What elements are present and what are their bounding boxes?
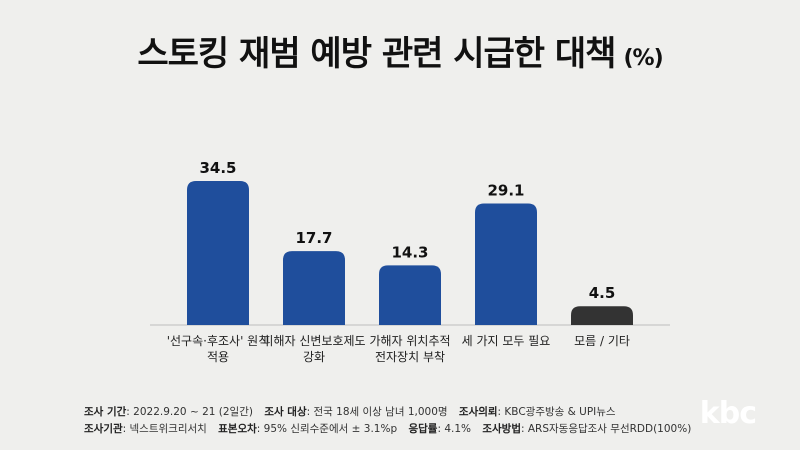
category-label: 적용 xyxy=(207,350,229,364)
category-label: 전자장치 부착 xyxy=(375,350,445,364)
data-label: 4.5 xyxy=(589,284,616,302)
footnote-item: 표본오차: 95% 신뢰수준에서 ± 3.1%p xyxy=(218,423,397,435)
footnote-item: 조사방법: ARS자동응답조사 무선RDD(100%) xyxy=(482,423,691,435)
footnote-item: 조사의뢰: KBC광주방송 & UPI뉴스 xyxy=(459,406,616,418)
bar xyxy=(187,181,249,325)
bar xyxy=(571,306,633,325)
data-label: 34.5 xyxy=(199,159,236,177)
footnote-item: 조사기관: 넥스트위크리서치 xyxy=(84,423,207,435)
chart-title: 스토킹 재범 예방 관련 시급한 대책 (%) xyxy=(0,26,800,75)
chart-unit: (%) xyxy=(623,46,663,71)
category-label: 모름 / 기타 xyxy=(574,334,630,348)
chart-title-text: 스토킹 재범 예방 관련 시급한 대책 xyxy=(137,34,616,74)
footnote-value: : 넥스트위크리서치 xyxy=(122,423,207,435)
survey-footnote: 조사 기간: 2022.9.20 ~ 21 (2일간) 조사 대상: 전국 18… xyxy=(84,404,699,438)
footnote-label: 조사의뢰 xyxy=(458,406,498,418)
footnote-value: : 95% 신뢰수준에서 ± 3.1%p xyxy=(256,423,398,435)
bar xyxy=(379,265,441,325)
footnote-item: 조사 대상: 전국 18세 이상 남녀 1,000명 xyxy=(264,406,447,418)
kbc-logo: kbc xyxy=(699,396,757,431)
footnote-item: 응답률: 4.1% xyxy=(408,423,471,435)
bar xyxy=(475,203,537,325)
category-label: 피해자 신변보호제도 xyxy=(262,334,365,348)
footnote-value: : KBC광주방송 & UPI뉴스 xyxy=(497,406,616,418)
footnote-row-1: 조사 기간: 2022.9.20 ~ 21 (2일간) 조사 대상: 전국 18… xyxy=(84,404,699,421)
category-label: 강화 xyxy=(303,350,325,364)
footnote-label: 표본오차 xyxy=(218,423,257,435)
footnote-label: 조사 대상 xyxy=(264,406,307,418)
data-label: 17.7 xyxy=(295,229,332,247)
bar xyxy=(283,251,345,325)
data-label: 14.3 xyxy=(391,243,428,261)
footnote-label: 조사방법 xyxy=(482,423,521,435)
footnote-value: : 전국 18세 이상 남녀 1,000명 xyxy=(306,406,448,418)
category-label: '선구속·후조사' 원칙 xyxy=(167,334,270,348)
footnote-value: : 4.1% xyxy=(437,423,471,435)
category-label: 가해자 위치추적 xyxy=(369,334,450,348)
data-label: 29.1 xyxy=(487,182,524,200)
category-label: 세 가지 모두 필요 xyxy=(462,334,551,348)
footnote-value: : 2022.9.20 ~ 21 (2일간) xyxy=(126,406,253,418)
footnote-label: 조사 기간 xyxy=(84,406,127,418)
footnote-label: 조사기관 xyxy=(84,423,123,435)
footnote-label: 응답률 xyxy=(408,423,438,435)
footnote-item: 조사 기간: 2022.9.20 ~ 21 (2일간) xyxy=(84,406,253,418)
footnote-value: : ARS자동응답조사 무선RDD(100%) xyxy=(520,423,692,435)
footnote-row-2: 조사기관: 넥스트위크리서치 표본오차: 95% 신뢰수준에서 ± 3.1%p … xyxy=(84,421,699,438)
